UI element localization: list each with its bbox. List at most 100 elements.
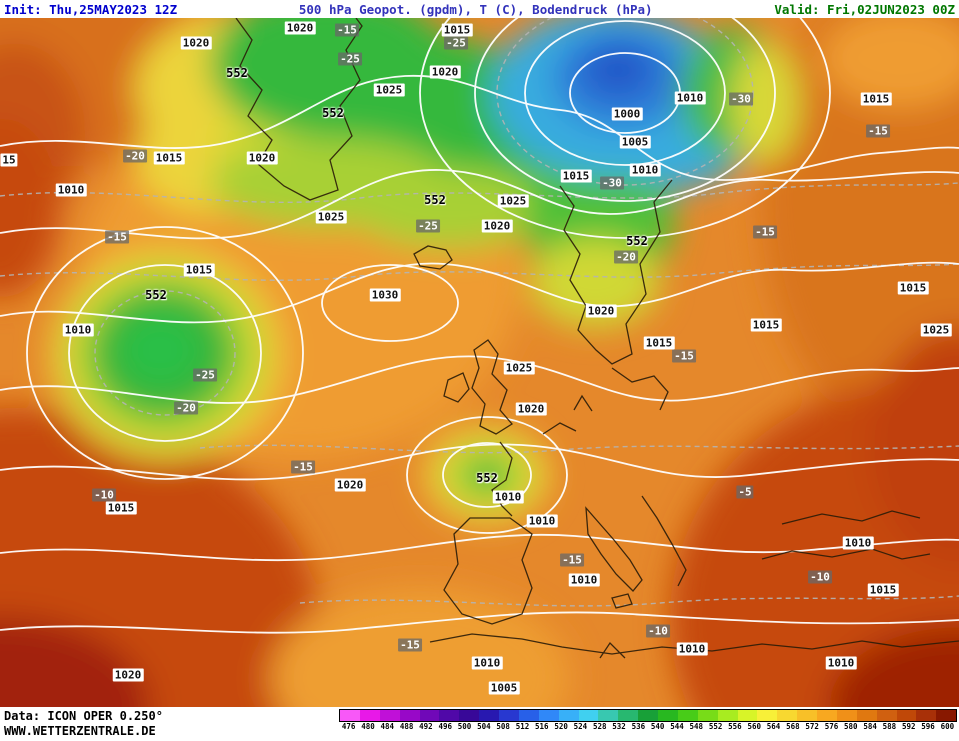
legend-cell [439, 710, 460, 721]
legend-cell [538, 710, 559, 721]
temp-label: -15 [753, 225, 777, 239]
legend-tick: 516 [535, 722, 549, 731]
legend-tick: 488 [399, 722, 414, 731]
temp-label: -20 [174, 401, 198, 415]
temp-label: -30 [729, 92, 753, 106]
pressure-label: 1015 [897, 281, 929, 295]
legend-tick: 544 [670, 722, 684, 731]
map-graphic [0, 18, 959, 707]
legend-cell [419, 710, 440, 721]
legend-cell [658, 710, 678, 721]
legend-cell [359, 710, 380, 721]
pressure-label: 1000 [611, 107, 643, 121]
pressure-label: 1020 [481, 219, 513, 233]
pressure-label: 1015 [643, 336, 675, 350]
temp-label: -30 [600, 176, 624, 190]
height-label: 552 [226, 66, 248, 80]
legend-cell [399, 710, 420, 721]
temp-label: -15 [398, 638, 422, 652]
temp-label: -25 [444, 36, 468, 50]
pressure-label: 1025 [503, 361, 535, 375]
pressure-label: 1015 [560, 169, 592, 183]
legend-tick: 576 [824, 722, 839, 731]
legend-cell [777, 710, 798, 721]
pressure-label: 1030 [369, 288, 401, 302]
legend-cell [518, 710, 539, 721]
pressure-label: 1020 [515, 402, 547, 416]
legend-tick: 492 [419, 722, 433, 731]
legend-cell [856, 710, 877, 721]
legend-cell [797, 710, 817, 721]
pressure-label: 1020 [585, 304, 617, 318]
pressure-label: 1020 [112, 668, 144, 682]
legend-cell [578, 710, 599, 721]
weather-map: 1020 1020 1015 1020 1025 1010 1015 1000 1005 1015… [0, 18, 959, 707]
legend-tick: 548 [689, 722, 704, 731]
legend-tick: 564 [766, 722, 781, 731]
legend-cell [737, 710, 758, 721]
legend-tick: 536 [631, 722, 646, 731]
pressure-label: 1025 [497, 194, 529, 208]
legend-ticks: 476 480 484 488 492 496 500 504 508 512 516 520 524 5… [339, 722, 957, 732]
height-label: 552 [626, 234, 648, 248]
legend-cell [817, 710, 837, 721]
legend-cell [638, 710, 658, 721]
pressure-label: 1025 [920, 323, 952, 337]
temp-label: -15 [291, 460, 315, 474]
legend-tick: 552 [708, 722, 723, 731]
legend-cell [697, 710, 718, 721]
pressure-label: 1015 [867, 583, 899, 597]
pressure-label: 1015 [750, 318, 782, 332]
pressure-label: 1015 [860, 92, 892, 106]
temp-label: -20 [123, 149, 147, 163]
temp-label: -10 [92, 488, 116, 502]
temp-label: -10 [646, 624, 670, 638]
pressure-label: 15 [0, 153, 18, 167]
legend-tick: 600 [940, 722, 955, 731]
pressure-label: 1005 [488, 681, 520, 695]
temp-label: -15 [866, 124, 890, 138]
legend-tick: 556 [728, 722, 742, 731]
pressure-label: 1010 [825, 656, 857, 670]
temp-label: -20 [614, 250, 638, 264]
legend-cell [757, 710, 778, 721]
pressure-label: 1010 [568, 573, 600, 587]
legend-cell [677, 710, 698, 721]
height-label: 552 [322, 106, 344, 120]
temp-label: -25 [338, 52, 362, 66]
legend-tick: 572 [805, 722, 819, 731]
temp-label: -25 [193, 368, 217, 382]
legend-cell [836, 710, 857, 721]
temp-label: -15 [672, 349, 696, 363]
footer-bar: Data: ICON OPER 0.250° WWW.WETTERZENTRAL… [0, 707, 959, 741]
legend-tick: 496 [438, 722, 452, 731]
pressure-label: 1020 [180, 36, 212, 50]
pressure-label: 1010 [676, 642, 708, 656]
legend-tick: 520 [554, 722, 568, 731]
legend-tick: 512 [515, 722, 530, 731]
legend-tick: 476 [341, 722, 356, 731]
legend-tick: 508 [496, 722, 510, 731]
legend-tick: 532 [612, 722, 626, 731]
legend-cell [598, 710, 619, 721]
website-label: WWW.WETTERZENTRALE.DE [4, 724, 156, 738]
chart-title: 500 hPa Geopot. (gpdm), T (C), Bodendruc… [298, 1, 653, 17]
legend-cell [479, 710, 499, 721]
temp-label: -10 [808, 570, 832, 584]
pressure-label: 1015 [183, 263, 215, 277]
legend-cell [340, 710, 360, 721]
temp-label: -15 [335, 23, 359, 37]
legend-cell [618, 710, 639, 721]
temp-label: -5 [736, 485, 754, 499]
pressure-label: 1010 [55, 183, 87, 197]
legend-cell [379, 710, 400, 721]
legend-cell [896, 710, 917, 721]
pressure-label: 1010 [526, 514, 558, 528]
pressure-label: 1020 [429, 65, 461, 79]
footer-text: Data: ICON OPER 0.250° WWW.WETTERZENTRAL… [4, 709, 163, 739]
temp-label: -15 [560, 553, 584, 567]
legend-cell [936, 710, 957, 721]
pressure-label: 1010 [842, 536, 874, 550]
geopotential-contours [0, 18, 959, 634]
